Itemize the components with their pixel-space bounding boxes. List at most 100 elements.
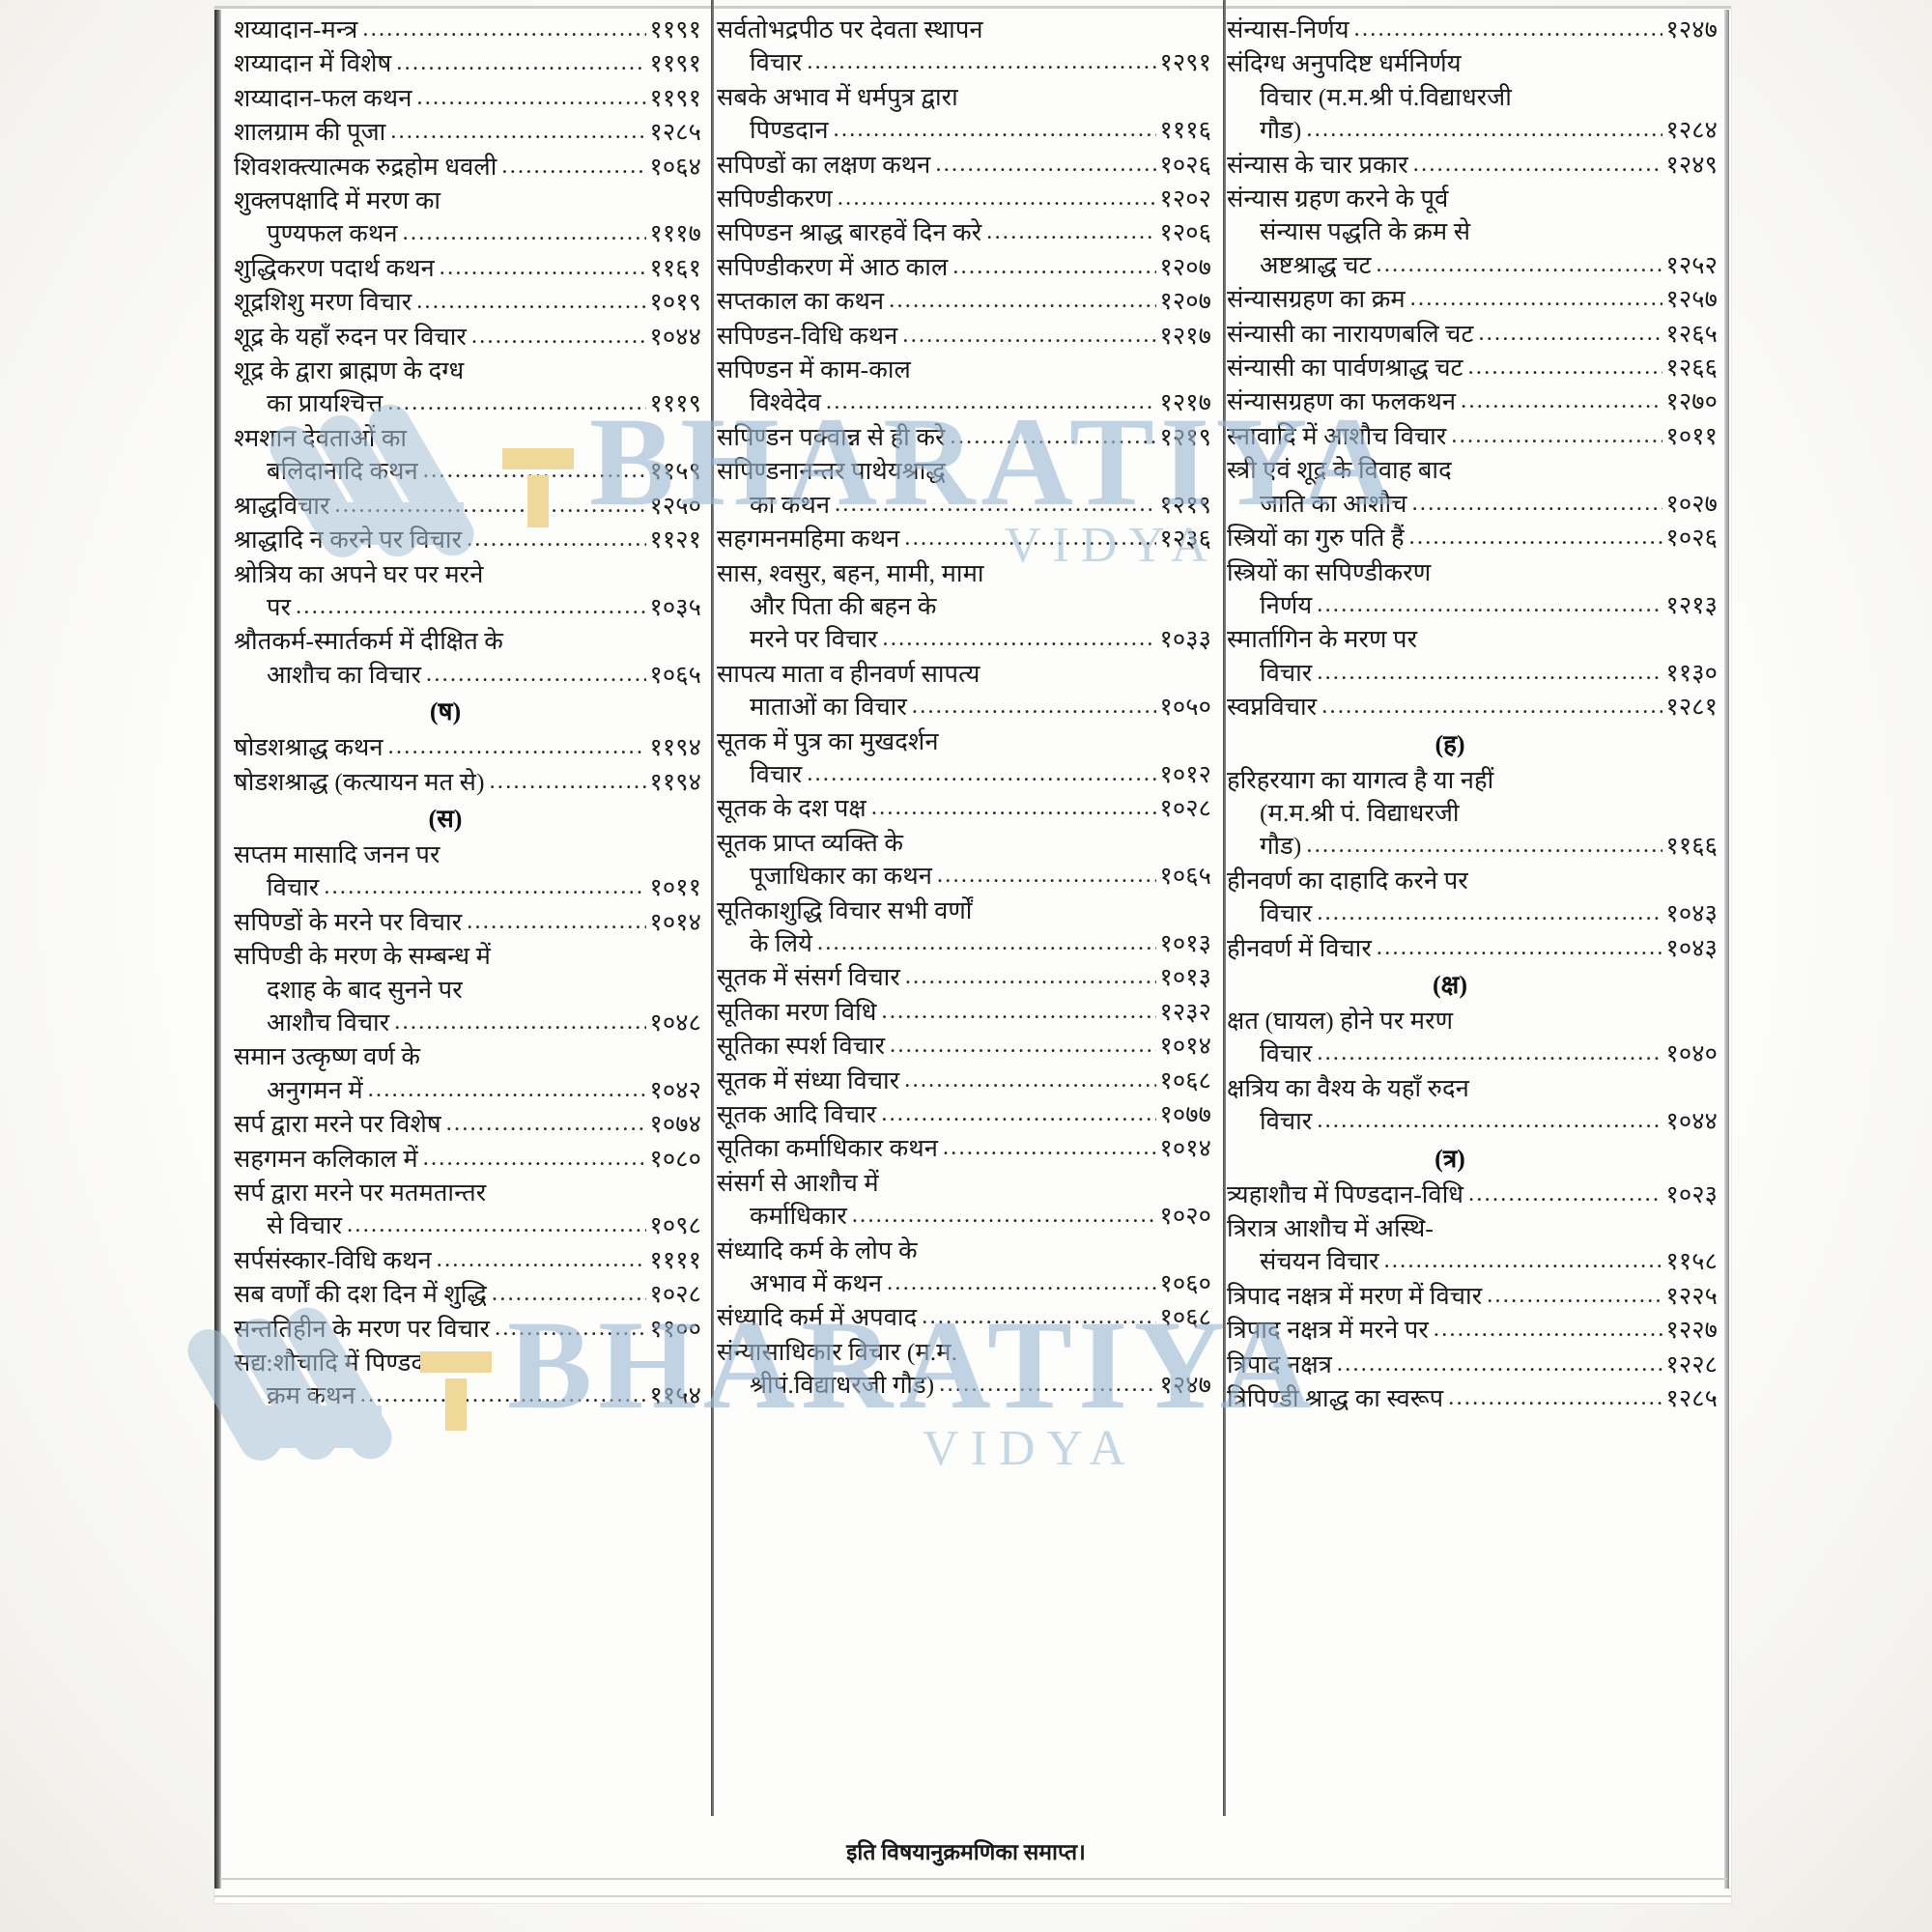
index-entry: शूद्र के यहाँ रुदन पर विचार.............… [234, 321, 701, 355]
dot-leader: ........................................… [1412, 151, 1662, 177]
index-entry-title: षोडशश्राद्ध कथन [234, 733, 384, 762]
index-entry-title: षोडशश्राद्ध (कत्यायन मत से) [234, 767, 485, 796]
index-entry-continuation: सपिण्डनानन्तर पाथेयश्राद्ध [717, 455, 1211, 488]
index-entry: विचार...................................… [717, 758, 1211, 792]
index-entry-title: का कथन [750, 490, 831, 519]
index-entry-title: सहगमनमहिमा कथन [717, 525, 900, 554]
dot-leader: ........................................… [1353, 16, 1662, 42]
page-bottom-edge [214, 1895, 1731, 1897]
index-entry: त्रिपाद नक्षत्र में मरण में विचार.......… [1227, 1280, 1718, 1314]
index-entry-title: विचार [1260, 658, 1313, 687]
index-entry: सहगमन कलिकाल में........................… [234, 1143, 701, 1177]
index-entry-page-number: १२४९ [1665, 150, 1718, 179]
index-entry-continuation: क्षत (घायल) होने पर मरण [1227, 1005, 1718, 1037]
index-entry-title: श्राद्धविचार [234, 491, 330, 520]
dot-leader: ........................................… [1461, 388, 1662, 414]
index-entry: विचार...................................… [1227, 897, 1718, 931]
dot-leader: ........................................… [935, 151, 1156, 177]
index-entry-continuation: श्मशान देवताओं का [234, 422, 701, 455]
index-entry-title: सपिण्डों का लक्षण कथन [717, 150, 931, 179]
index-entry-page-number: १२२८ [1665, 1350, 1718, 1378]
index-columns: शय्यादान-मन्त्र.........................… [224, 14, 1723, 1830]
index-entry-title: सूतिका स्पर्श विचार [717, 1032, 886, 1061]
index-entry-continuation: सपिण्डी के मरण के सम्बन्ध में [234, 940, 701, 973]
index-entry: कर्माधिकार..............................… [717, 1200, 1211, 1234]
index-entry: शूद्रशिशु मरण विचार.....................… [234, 286, 701, 320]
index-entry-title: स्त्रियों का गुरु पति हैं [1227, 524, 1405, 553]
dot-leader: ........................................… [826, 389, 1156, 415]
index-entry-page-number: १०३५ [649, 592, 701, 621]
index-entry-title: शुद्धिकरण पदार्थ कथन [234, 253, 435, 282]
index-entry-title: क्षत (घायल) होने पर मरण [1227, 1006, 1454, 1035]
dot-leader: ........................................… [347, 1212, 645, 1238]
index-entry: पुण्यफल कथन.............................… [234, 217, 701, 251]
index-entry-title: सूतिका मरण विधि [717, 997, 877, 1026]
index-entry-title: विचार [1260, 899, 1313, 928]
index-entry-title: हीनवर्ण में विचार [1227, 933, 1372, 962]
index-entry-title: त्रिपिण्डी श्राद्ध का स्वरूप [1227, 1384, 1444, 1413]
index-entry-continuation: सद्य:शौचादि में पिण्डदान का [234, 1347, 701, 1379]
index-entry-title: सर्पसंस्कार-विधि कथन [234, 1245, 432, 1274]
dot-leader: ........................................… [495, 1315, 645, 1341]
dot-leader: ........................................… [439, 254, 646, 280]
dot-leader: ........................................… [1306, 833, 1662, 859]
index-entry-title: जाति का आशौच [1260, 489, 1407, 518]
index-entry: सन्ततिहीन के मरण पर विचार...............… [234, 1313, 701, 1347]
index-entry-page-number: १२४७ [1159, 1371, 1211, 1400]
index-entry-title: सर्प द्वारा मरने पर विशेष [234, 1110, 441, 1139]
index-entry-page-number: १०६८ [1159, 1303, 1211, 1332]
index-entry: सहगमनमहिमा कथन..........................… [717, 523, 1211, 556]
index-entry-page-number: १०२८ [1159, 794, 1211, 823]
dot-leader: ........................................… [1383, 1248, 1662, 1274]
index-entry-page-number: १२१७ [1159, 321, 1211, 350]
index-entry-page-number: १२८१ [1665, 693, 1718, 722]
index-entry-title: आशौच विचार [267, 1008, 390, 1037]
index-entry-page-number: १०३३ [1159, 625, 1211, 654]
dot-leader: ........................................… [1433, 1317, 1662, 1343]
index-entry: संन्यास के चार प्रकार...................… [1227, 149, 1718, 183]
index-entry-continuation: स्त्रियों का सपिण्डीकरण [1227, 556, 1718, 589]
index-entry: गौड)....................................… [1227, 830, 1718, 864]
index-entry-title: स्वप्नविचार [1227, 693, 1318, 722]
index-entry-page-number: १०२७ [1665, 489, 1718, 518]
dot-leader: ........................................… [467, 526, 645, 553]
index-column-1: शय्यादान-मन्त्र.........................… [224, 14, 707, 1830]
index-end-note: इति विषयानुक्रमणिका समाप्त। [846, 1840, 1086, 1864]
index-entry: मरने पर विचार...........................… [717, 623, 1211, 657]
index-entry: शिवशक्त्यात्मक रुद्रहोम धवली............… [234, 151, 701, 185]
index-entry-title: संन्यासी का पार्वणश्राद्ध चट [1227, 354, 1463, 383]
index-entry: सपिण्डन-विधि कथन........................… [717, 320, 1211, 354]
index-entry: विचार...................................… [717, 46, 1211, 80]
dot-leader: ........................................… [334, 492, 646, 518]
index-entry-page-number: १२६६ [1665, 354, 1718, 383]
index-entry: निर्णय..................................… [1227, 589, 1718, 623]
index-entry-title: स्त्रियों का सपिण्डीकरण [1227, 557, 1432, 586]
column-divider-1 [711, 0, 714, 1816]
index-entry-page-number: १०११ [649, 873, 701, 902]
index-entry-page-number: ११९४ [649, 733, 701, 762]
index-entry: संध्यादि कर्म में अपवाद.................… [717, 1301, 1211, 1335]
index-entry-title: स्त्री एवं शूद्र के विवाह बाद [1227, 456, 1452, 485]
index-entry-title: सूतक आदि विचार [717, 1100, 877, 1128]
index-entry: संन्यास-निर्णय..........................… [1227, 14, 1718, 47]
dot-leader: ........................................… [422, 458, 646, 484]
index-entry: सपिण्डीकरण में आठ काल...................… [717, 251, 1211, 285]
dot-leader: ........................................… [501, 153, 646, 179]
index-entry: स्वप्नविचार.............................… [1227, 691, 1718, 724]
index-entry-title: संन्यास-निर्णय [1227, 15, 1350, 43]
index-entry: षोडशश्राद्ध कथन.........................… [234, 731, 701, 765]
index-entry-title: पुण्यफल कथन [267, 219, 398, 248]
dot-leader: ........................................… [1317, 591, 1662, 617]
index-entry-title: विचार [267, 873, 320, 902]
index-entry-continuation: संध्यादि कर्म के लोप के [717, 1235, 1211, 1267]
dot-leader: ........................................… [1408, 525, 1662, 551]
index-entry-page-number: १२०२ [1159, 185, 1211, 213]
index-entry-title: शुक्लपक्षादि में मरण का [234, 186, 441, 215]
dot-leader: ........................................… [394, 1009, 645, 1035]
dot-leader: ........................................… [851, 1203, 1156, 1229]
index-entry-title: विचार [750, 759, 803, 788]
index-entry-page-number: १०४३ [1665, 933, 1718, 962]
index-entry: का कथन..................................… [717, 489, 1211, 523]
dot-leader: ........................................… [416, 84, 646, 110]
index-entry-page-number: १११६ [1159, 116, 1211, 145]
